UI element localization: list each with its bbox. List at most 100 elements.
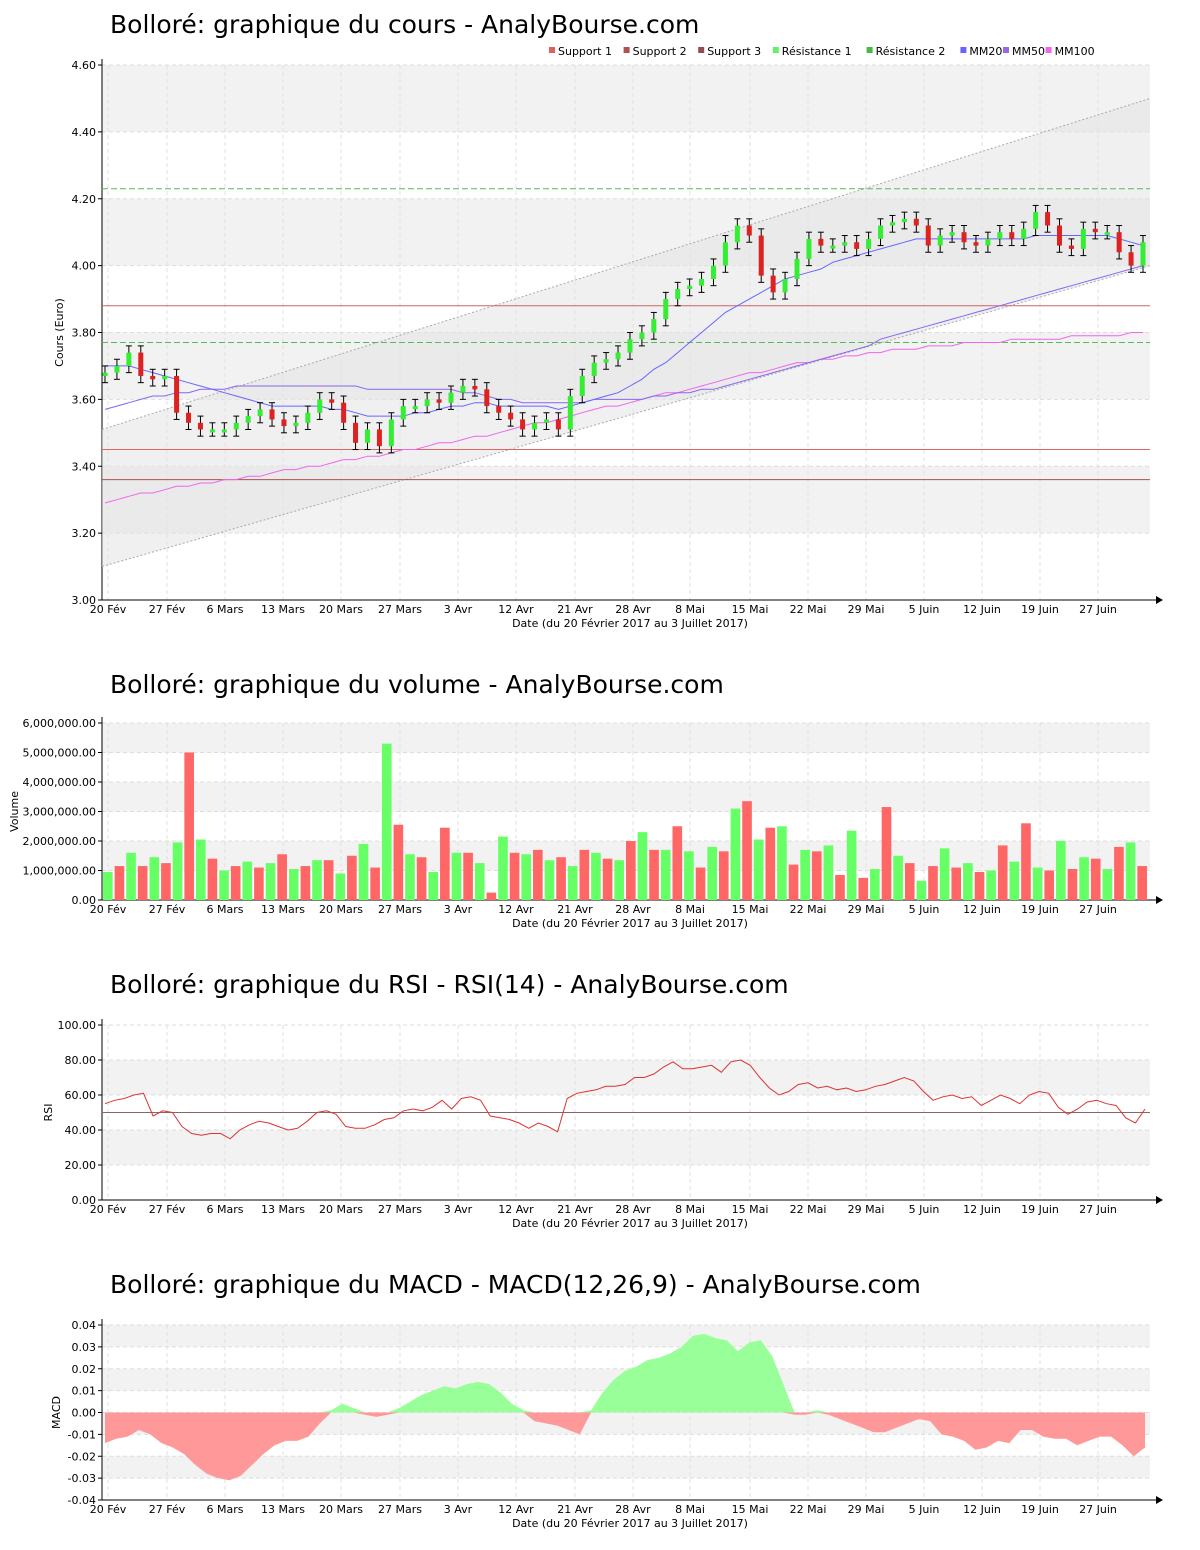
rsi-line <box>104 1059 1146 1140</box>
candle-up <box>710 265 716 279</box>
candle-up <box>889 222 895 226</box>
y-tick-label: 0.03 <box>72 1341 97 1354</box>
volume-bar <box>300 866 311 900</box>
legend-swatch <box>698 47 705 53</box>
volume-bar <box>823 845 834 900</box>
volume-bar <box>323 860 334 900</box>
candle-up <box>651 319 657 333</box>
candle-down <box>329 399 335 403</box>
price-chart: 3.00 3.20 3.40 3.60 3.80 4.00 4.20 4.40 4.60 20 F… <box>53 45 1163 630</box>
grid-band <box>102 65 1150 132</box>
y-tick-label: 0.00 <box>72 894 97 907</box>
volume-bar <box>870 869 880 900</box>
volume-bar <box>1044 870 1055 900</box>
candle-up <box>830 245 836 249</box>
volume-bar <box>358 843 369 900</box>
grid-band <box>102 1456 1150 1479</box>
legend-label: Résistance 1 <box>782 45 852 58</box>
candle-down <box>961 232 967 243</box>
macd-negative-area <box>105 1412 1145 1481</box>
x-tick-label: 19 Juin <box>1021 603 1059 616</box>
y-axis-label: Volume <box>8 791 21 832</box>
volume-bar <box>428 871 439 900</box>
volume-bar <box>242 861 253 900</box>
legend-label: Support 2 <box>633 45 687 58</box>
volume-bar <box>1009 861 1020 900</box>
x-tick-label: 20 Fév <box>90 1203 127 1216</box>
volume-bar <box>126 852 136 900</box>
candle-down <box>913 218 919 226</box>
y-tick-label: 3.80 <box>72 327 97 340</box>
y-tick-label: -0.02 <box>68 1450 96 1463</box>
x-tick-label: 21 Avr <box>557 1503 593 1516</box>
x-tick-label: 27 Juin <box>1079 1203 1117 1216</box>
volume-bar <box>254 867 264 900</box>
x-tick-label: 19 Juin <box>1021 903 1059 916</box>
volume-bar <box>498 836 508 900</box>
candle-down <box>770 275 776 293</box>
x-axis-arrow <box>1156 596 1163 604</box>
volume-bar <box>1056 841 1066 900</box>
candle-up <box>627 339 633 353</box>
y-tick-label: 0.02 <box>72 1363 97 1376</box>
candle-up <box>1140 242 1146 266</box>
x-tick-label: 29 Mai <box>848 603 885 616</box>
volume-bar <box>1032 867 1043 900</box>
candle-down <box>746 225 752 236</box>
x-tick-label: 19 Juin <box>1021 1503 1059 1516</box>
candle-down <box>496 406 502 413</box>
y-tick-label: -0.01 <box>68 1428 96 1441</box>
y-tick-label: 4,000,000.00 <box>23 776 96 789</box>
candle-up <box>102 372 108 376</box>
x-tick-label: 15 Mai <box>732 903 769 916</box>
candle-down <box>269 409 275 420</box>
candle-up <box>866 238 872 249</box>
volume-bar <box>718 851 729 900</box>
volume-bar <box>405 854 415 900</box>
legend-label: MM100 <box>1055 45 1095 58</box>
candle-up <box>878 225 884 239</box>
x-tick-label: 27 Mars <box>378 903 422 916</box>
x-tick-label: 29 Mai <box>848 1503 885 1516</box>
x-tick-label: 27 Juin <box>1079 603 1117 616</box>
x-tick-label: 28 Avr <box>615 603 651 616</box>
volume-bar <box>649 849 659 900</box>
x-tick-label: 8 Mai <box>675 903 705 916</box>
candle-up <box>400 406 406 420</box>
volume-bar <box>149 857 160 900</box>
volume-bar <box>381 743 392 900</box>
volume-bar <box>742 801 752 900</box>
volume-bar <box>416 857 427 900</box>
candle-up <box>448 392 454 403</box>
candle-up <box>1080 228 1086 249</box>
volume-bar <box>579 849 590 900</box>
y-tick-label: 3,000,000.00 <box>23 806 96 819</box>
y-tick-label: 4.20 <box>72 193 97 206</box>
x-tick-label: 27 Mars <box>378 1203 422 1216</box>
candle-up <box>1033 212 1039 229</box>
volume-bar <box>347 855 357 900</box>
volume-chart-title: Bolloré: graphique du volume - AnalyBour… <box>110 670 724 699</box>
volume-bar <box>230 866 241 900</box>
y-axis-label: RSI <box>42 1104 55 1122</box>
x-tick-label: 15 Mai <box>732 603 769 616</box>
candle-down <box>1009 232 1015 239</box>
x-tick-label: 22 Mai <box>790 1203 827 1216</box>
x-tick-label: 27 Juin <box>1079 1503 1117 1516</box>
x-tick-label: 3 Avr <box>444 1503 473 1516</box>
x-axis-arrow <box>1156 1196 1163 1204</box>
x-tick-label: 28 Avr <box>615 903 651 916</box>
x-tick-label: 6 Mars <box>207 1503 244 1516</box>
candle-up <box>734 225 740 243</box>
x-tick-label: 20 Mars <box>319 1503 363 1516</box>
candle-up <box>937 235 943 246</box>
volume-bar <box>788 864 799 900</box>
volume-bar <box>846 830 857 900</box>
legend-swatch <box>549 47 555 53</box>
legend-swatch <box>772 47 779 53</box>
x-tick-label: 15 Mai <box>732 1203 769 1216</box>
grid-band <box>102 723 1150 753</box>
trend-channel-lower <box>101 265 1151 568</box>
candle-up <box>901 218 907 223</box>
volume-bar <box>509 852 520 900</box>
